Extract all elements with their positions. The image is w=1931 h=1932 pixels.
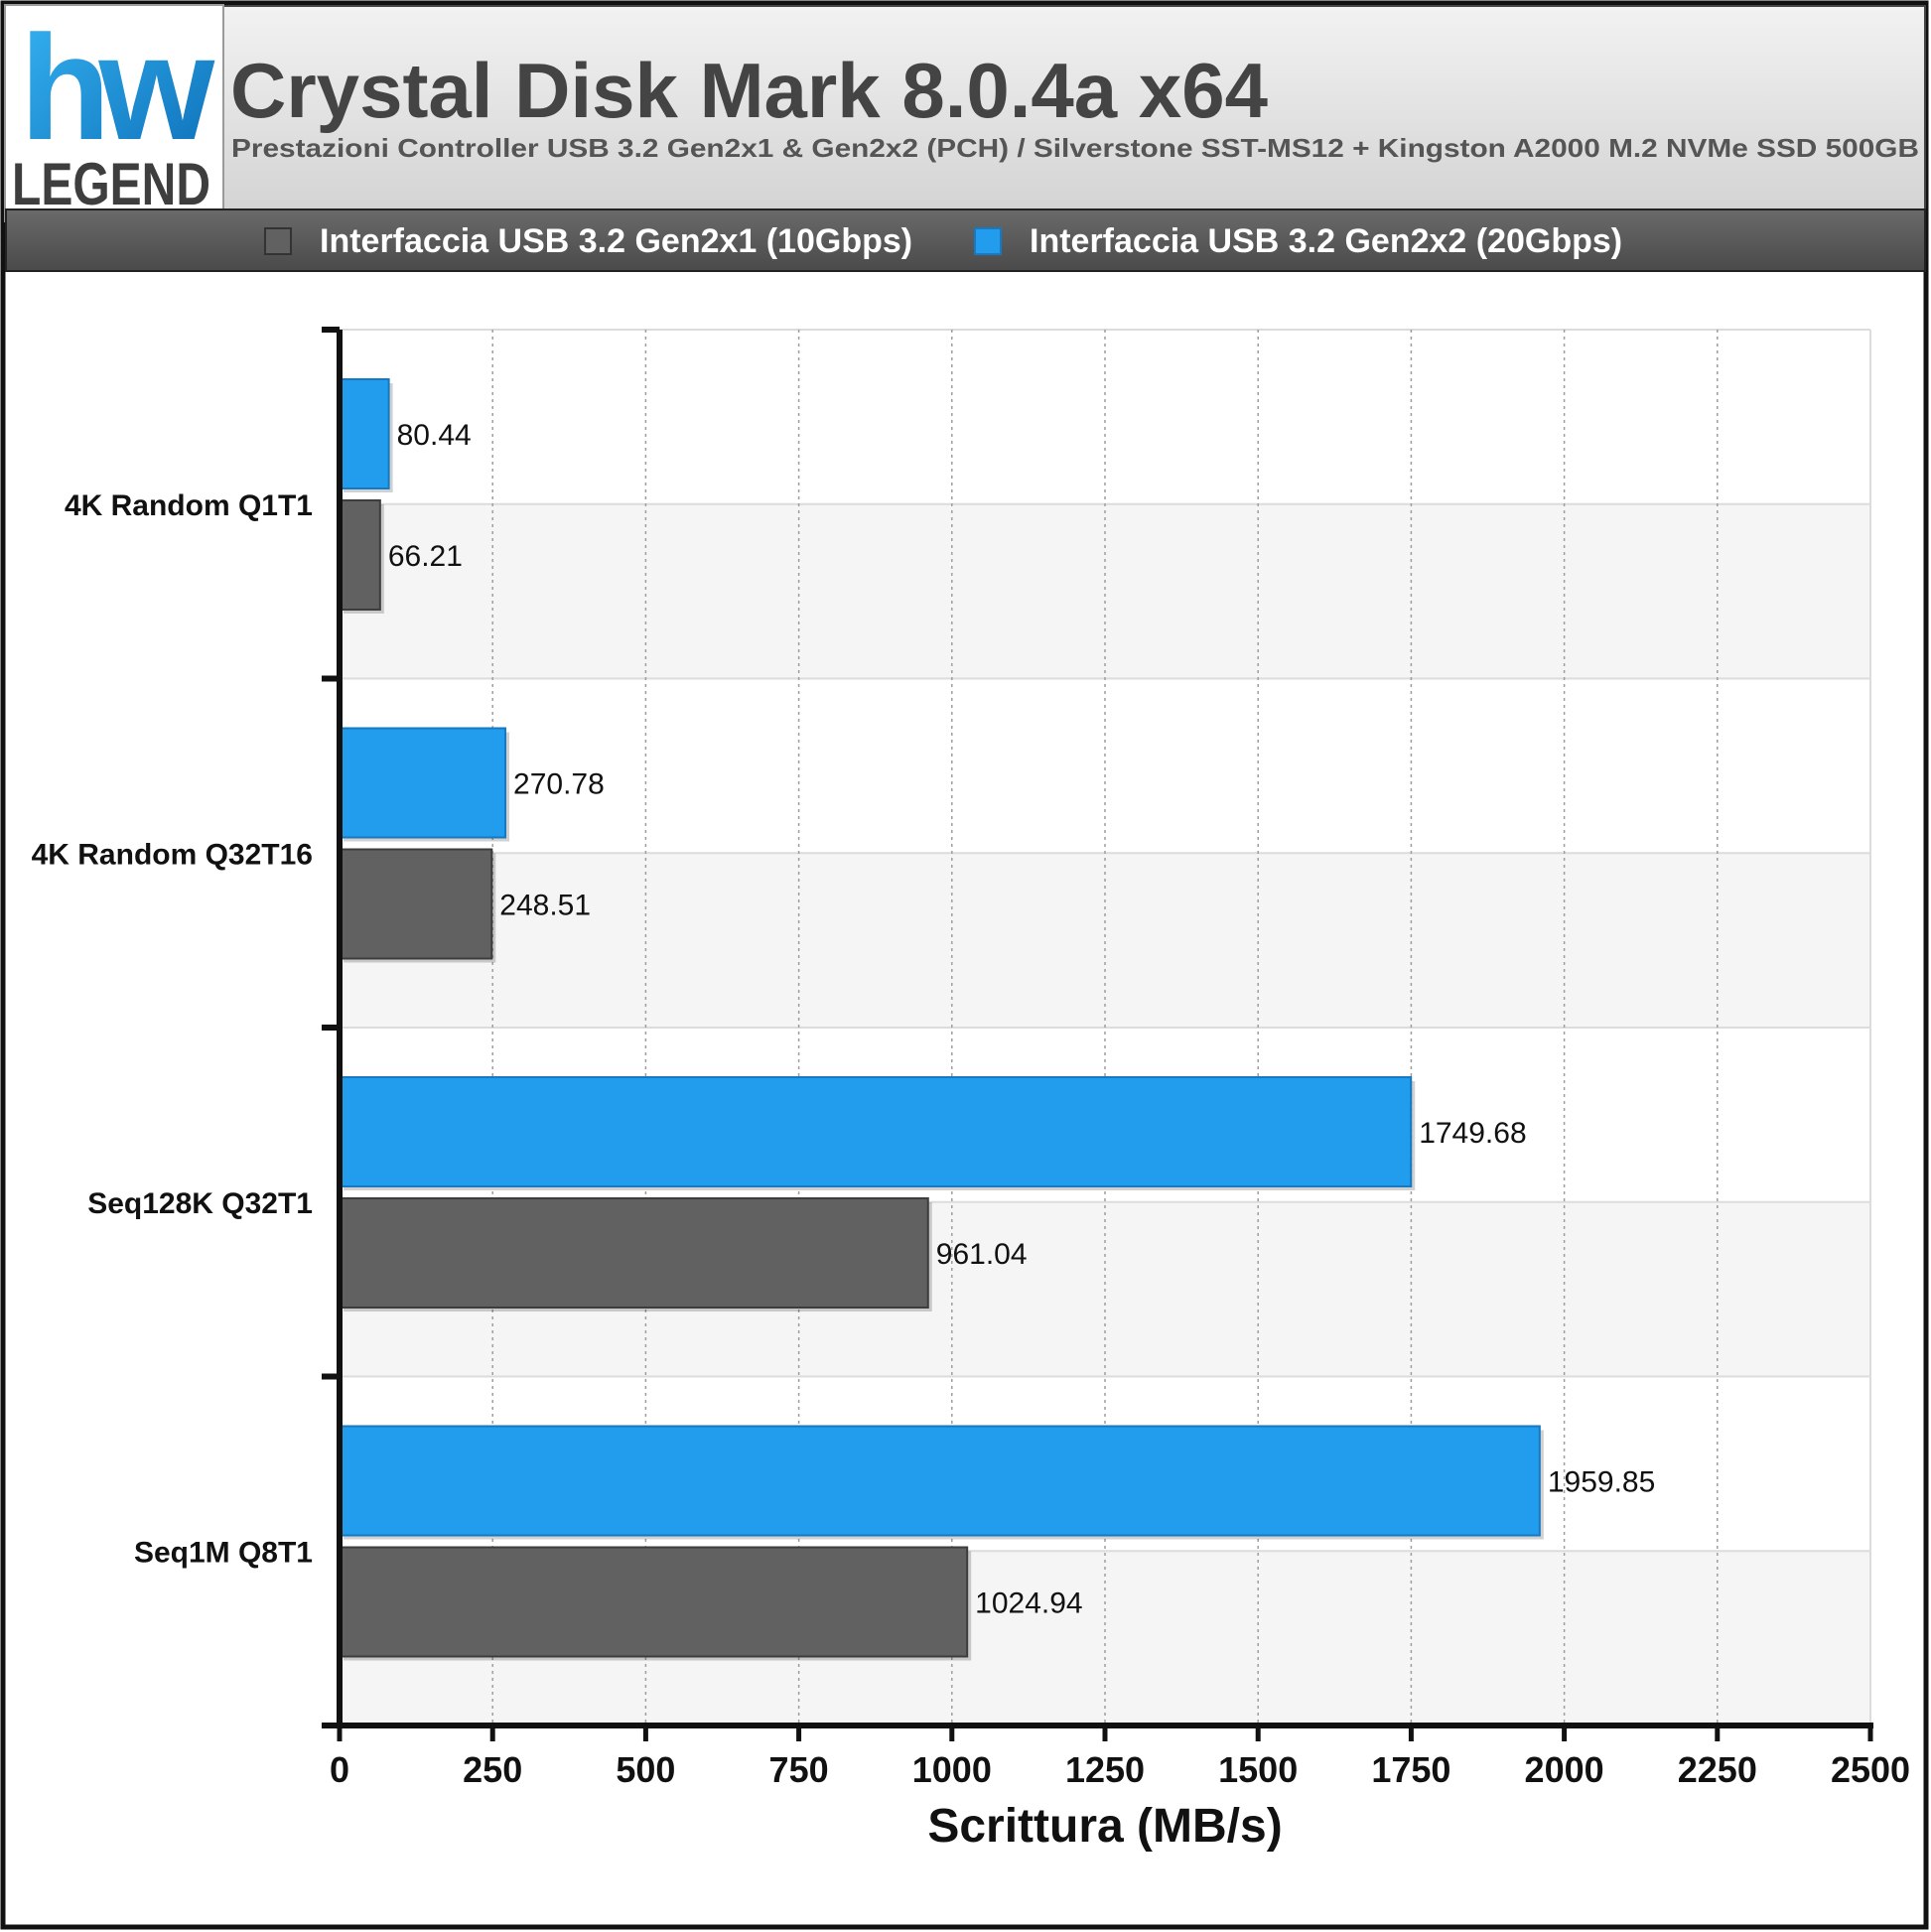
bar	[339, 499, 381, 611]
bar-value-label: 1749.68	[1419, 1117, 1526, 1150]
chart-subtitle: Prestazioni Controller USB 3.2 Gen2x1 & …	[231, 133, 1919, 163]
x-tick-label: 1500	[1218, 1749, 1298, 1790]
plot-stripe-shaded	[340, 503, 1870, 679]
bar-value-label: 961.04	[936, 1238, 1028, 1271]
y-category-label: 4K Random Q1T1	[65, 489, 313, 522]
header-band	[5, 5, 1926, 210]
y-category-label: Seq1M Q8T1	[134, 1536, 313, 1569]
legend-band	[5, 208, 1926, 272]
x-tick-label: 250	[463, 1749, 522, 1790]
bar-value-label: 1959.85	[1548, 1466, 1655, 1499]
plot-area: 80.44 66.21 4K Random Q1T1 270.78 248.51 4K R…	[32, 327, 1910, 1853]
bar-value-label: 80.44	[397, 419, 472, 452]
x-tick-label: 500	[616, 1749, 675, 1790]
bar	[339, 1197, 929, 1309]
bar	[339, 1425, 1541, 1537]
x-tick-label: 750	[769, 1749, 829, 1790]
bar	[339, 848, 493, 960]
x-tick-label: 0	[330, 1749, 349, 1790]
legend-label-gen2x1: Interfaccia USB 3.2 Gen2x1 (10Gbps)	[320, 222, 912, 260]
legend-label-gen2x2: Interfaccia USB 3.2 Gen2x2 (20Gbps)	[1030, 222, 1622, 260]
x-tick-label: 1250	[1065, 1749, 1145, 1790]
bar-value-label: 66.21	[388, 540, 463, 573]
legend-swatch-gen2x2	[974, 227, 1002, 255]
chart-title: Crystal Disk Mark 8.0.4a x64	[230, 47, 1268, 134]
bar-value-label: 1024.94	[975, 1587, 1082, 1620]
logo-mark-icon: hw	[20, 4, 215, 171]
x-tick-label: 1000	[912, 1749, 992, 1790]
x-tick-label: 2000	[1525, 1749, 1604, 1790]
y-category-label: Seq128K Q32T1	[87, 1187, 313, 1220]
logo-box	[4, 4, 224, 222]
plot-stripe-light	[340, 678, 1870, 854]
legend-swatch-gen2x1	[264, 227, 292, 255]
y-category-label: 4K Random Q32T16	[32, 838, 313, 871]
bar-value-label: 248.51	[499, 890, 591, 922]
x-axis-title: Scrittura (MB/s)	[927, 1800, 1282, 1853]
brand-logo: hw LEGEND	[4, 4, 226, 222]
logo-text: LEGEND	[12, 151, 210, 217]
legend: Interfaccia USB 3.2 Gen2x1 (10Gbps) Inte…	[264, 222, 1622, 260]
bar-value-label: 270.78	[513, 768, 605, 801]
bar	[339, 727, 507, 839]
x-tick-label: 2250	[1678, 1749, 1757, 1790]
bar	[339, 1076, 1413, 1187]
x-tick-label: 1750	[1371, 1749, 1450, 1790]
bar	[339, 378, 390, 489]
x-tick-label: 2500	[1831, 1749, 1910, 1790]
bar	[339, 1546, 969, 1658]
